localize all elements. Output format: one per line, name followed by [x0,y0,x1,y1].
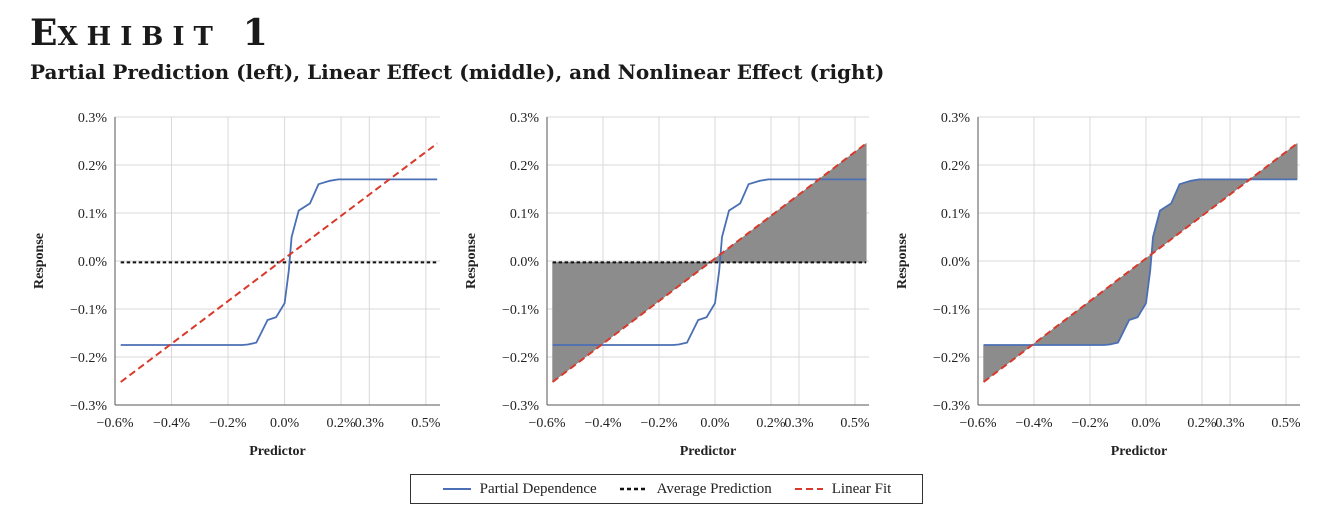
x-tick-label: −0.2% [640,416,677,431]
y-tick-label: −0.2% [933,351,970,366]
y-tick-label: 0.3% [510,111,540,126]
legend-label: Partial Dependence [479,480,597,497]
y-tick-label: −0.3% [502,399,539,414]
legend-swatch-solid [442,488,471,490]
y-tick-label: 0.1% [510,207,540,222]
legend-label: Average Prediction [656,480,772,497]
legend-item-partial-dependence: Partial Dependence [442,481,597,498]
x-tick-label: 0.3% [1215,416,1245,431]
x-tick-label: −0.6% [528,416,565,431]
x-tick-label: 0.3% [784,416,814,431]
y-tick-label: −0.3% [70,399,107,414]
y-tick-label: 0.1% [941,207,971,222]
exhibit-label-text: E [30,12,58,54]
x-tick-label: 0.5% [411,416,441,431]
y-tick-label: −0.1% [70,303,107,318]
x-tick-label: 0.0% [270,416,300,431]
exhibit-label: EXHIBIT 1 [30,12,268,54]
y-axis-title: Response [32,233,47,289]
y-tick-label: 0.2% [941,159,971,174]
series-partial-dependence [120,178,438,346]
legend: Partial Dependence Average Prediction Li… [410,474,923,504]
y-tick-label: 0.0% [941,255,971,270]
x-tick-label: −0.4% [584,416,621,431]
legend-item-linear-fit: Linear Fit [794,480,892,498]
y-tick-label: 0.3% [78,111,108,126]
legend-item-average-prediction: Average Prediction [619,481,772,498]
y-tick-label: −0.2% [70,351,107,366]
legend-label: Linear Fit [831,480,892,497]
x-tick-label: 0.2% [1187,416,1217,431]
x-tick-label: −0.6% [959,416,996,431]
y-tick-label: −0.1% [502,303,539,318]
x-tick-label: 0.0% [1131,416,1161,431]
y-tick-label: 0.0% [78,255,108,270]
legend-swatch-dashed [794,488,823,490]
x-axis-title: Predictor [680,444,737,459]
y-tick-label: 0.0% [510,255,540,270]
x-tick-label: 0.5% [1271,416,1301,431]
x-axis-title: Predictor [249,444,306,459]
x-tick-label: 0.3% [355,416,385,431]
series-partial-dependence [552,178,867,346]
x-tick-label: 0.2% [756,416,786,431]
y-tick-label: −0.3% [933,399,970,414]
x-axis-title: Predictor [1111,444,1168,459]
y-tick-label: 0.3% [941,111,971,126]
y-tick-label: 0.2% [78,159,108,174]
y-axis-title: Response [895,233,910,289]
x-tick-label: 0.5% [840,416,870,431]
x-tick-label: −0.4% [153,416,190,431]
legend-swatch-dotted [619,487,648,491]
y-tick-label: −0.2% [502,351,539,366]
x-tick-label: −0.2% [210,416,247,431]
x-tick-label: −0.6% [96,416,133,431]
y-axis-title: Response [464,233,479,289]
series-linear-fit [120,142,438,383]
y-tick-label: 0.1% [78,207,108,222]
charts-canvas: −0.3%−0.2%−0.1%0.0%0.1%0.2%0.3%−0.6% −0.4… [32,111,1301,459]
y-tick-label: 0.2% [510,159,540,174]
y-tick-label: −0.1% [933,303,970,318]
x-tick-label: −0.2% [1071,416,1108,431]
x-tick-label: −0.4% [1015,416,1052,431]
exhibit-subtitle: Partial Prediction (left), Linear Effect… [30,60,885,84]
x-tick-label: 0.0% [700,416,730,431]
x-tick-label: 0.2% [327,416,357,431]
series-partial-dependence [983,178,1298,346]
